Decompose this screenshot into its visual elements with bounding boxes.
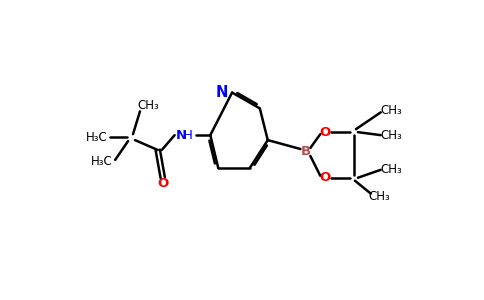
Text: H: H xyxy=(182,129,193,142)
Text: N: N xyxy=(176,129,187,142)
Text: O: O xyxy=(319,126,331,139)
Text: CH₃: CH₃ xyxy=(381,163,403,176)
Text: CH₃: CH₃ xyxy=(381,129,403,142)
Text: N: N xyxy=(216,85,228,100)
Text: O: O xyxy=(157,177,168,190)
Text: H₃C: H₃C xyxy=(91,155,112,168)
Text: CH₃: CH₃ xyxy=(381,104,403,117)
Text: O: O xyxy=(319,171,331,184)
Text: B: B xyxy=(301,146,310,158)
Text: CH₃: CH₃ xyxy=(137,99,159,112)
Text: H₃C: H₃C xyxy=(86,130,107,144)
Text: CH₃: CH₃ xyxy=(369,190,391,203)
